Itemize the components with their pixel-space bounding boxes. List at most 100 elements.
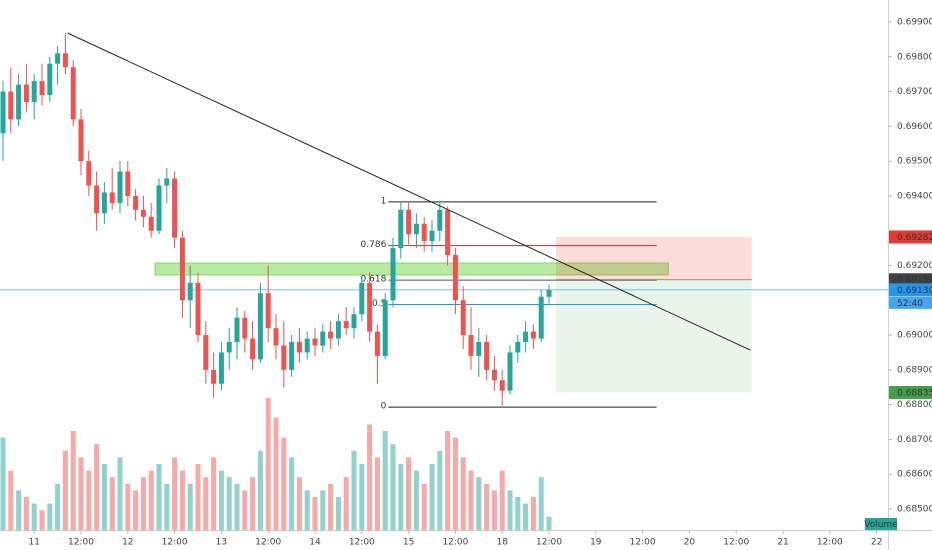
x-tick-label: 12:00 [68, 538, 94, 548]
volume-bar [429, 464, 435, 530]
volume-bar [187, 483, 193, 530]
entry-price-label-bg [889, 273, 932, 287]
candle-body [78, 119, 84, 162]
volume-bar [23, 497, 29, 530]
volume-bar [172, 457, 178, 530]
volume-bar [320, 490, 326, 530]
volume-bar [203, 477, 209, 530]
candle-body [39, 81, 45, 96]
x-tick-label: 11 [28, 538, 39, 548]
candle-body [273, 328, 279, 346]
candle-body [468, 335, 474, 356]
x-tick-label: 15 [403, 538, 414, 548]
volume-bar [398, 464, 404, 530]
candle-body [55, 53, 61, 64]
volume-bar [343, 477, 349, 530]
x-tick-label: 18 [496, 538, 508, 548]
volume-bar [359, 464, 365, 530]
candle-body [546, 289, 552, 297]
volume-bar [484, 483, 490, 530]
candle-body [538, 296, 544, 339]
volume-bar [164, 483, 170, 530]
candle-body [499, 380, 505, 391]
candle-body [47, 63, 53, 96]
volume-bar [226, 477, 232, 530]
y-tick-label: 0.68900 [897, 365, 932, 375]
y-tick-label: 0.69800 [897, 52, 932, 62]
volume-bar [328, 483, 334, 530]
volume-bar [367, 424, 373, 530]
candle-body [195, 282, 201, 336]
candle-body [133, 195, 139, 210]
candle-body [320, 331, 326, 346]
candle-body [203, 335, 209, 370]
y-tick-label: 0.69600 [897, 122, 932, 132]
volume-bar [101, 464, 107, 530]
candle-body [421, 223, 427, 242]
plot-area: 1 0.786 0.618 0.5 0 [0, 32, 888, 530]
candle-body [507, 352, 513, 391]
candle-body [242, 317, 248, 339]
volume-bar [491, 490, 497, 530]
last-price-label-bg [889, 283, 932, 297]
volume-bar [211, 457, 217, 530]
x-tick-label: 12:00 [630, 538, 656, 548]
x-tick-label: 12:00 [442, 538, 468, 548]
candle-body [218, 352, 224, 384]
volume-bar [390, 444, 396, 530]
x-tick-label: 12 [122, 538, 133, 548]
volume-bar [374, 457, 380, 530]
candle-body [234, 317, 240, 343]
x-tick-label: 20 [684, 538, 696, 548]
candle-body [367, 282, 373, 332]
x-tick-label: 12:00 [349, 538, 375, 548]
candle-body [429, 230, 435, 242]
volume-bar [250, 477, 256, 530]
candle-body [491, 369, 497, 381]
candle-body [94, 185, 100, 214]
volume-bar [382, 431, 388, 530]
x-tick-label: 21 [777, 538, 788, 548]
stop-price-label-bg [889, 230, 932, 244]
volume-bar [452, 437, 458, 530]
x-tick-label: 12:00 [162, 538, 188, 548]
candle-body [187, 282, 193, 301]
volume-bar [530, 497, 536, 530]
volume-bar [421, 483, 427, 530]
candle-body [476, 342, 482, 356]
y-tick-label: 0.69900 [897, 17, 932, 27]
x-tick-label: 14 [309, 538, 321, 548]
x-tick-label: 22 [871, 538, 882, 548]
y-tick-label: 0.69400 [897, 191, 932, 201]
candle-body [351, 314, 357, 329]
last-price-label: 0.69130 [897, 286, 932, 296]
candle-body [523, 331, 529, 343]
volume-bar [0, 437, 6, 530]
volume-bar [117, 457, 123, 530]
candle-body [281, 345, 287, 370]
volume-bar [109, 477, 115, 530]
volume-bar [468, 470, 474, 530]
volume-bar [8, 470, 14, 530]
candle-body [156, 185, 162, 231]
volume-bar [234, 483, 240, 530]
candle-body [265, 293, 271, 329]
volume-bar [70, 431, 76, 530]
volume-bar [62, 450, 68, 530]
target-price-label: 0.68835 [897, 388, 932, 398]
x-tick-label: 12:00 [536, 538, 562, 548]
stop-price-label: 0.69282 [897, 233, 932, 243]
candle-body [445, 209, 451, 256]
volume-bar [86, 470, 92, 530]
volume-bar [289, 457, 295, 530]
volume-bar [133, 490, 139, 530]
volume-bar [281, 437, 287, 530]
volume-bar [460, 457, 466, 530]
countdown: 52:40 [897, 299, 923, 309]
y-tick-label: 0.68600 [897, 470, 932, 480]
candle-body [437, 209, 443, 231]
candle-body [31, 81, 37, 102]
volume-bar [218, 470, 224, 530]
x-tick-label: 12:00 [723, 538, 749, 548]
